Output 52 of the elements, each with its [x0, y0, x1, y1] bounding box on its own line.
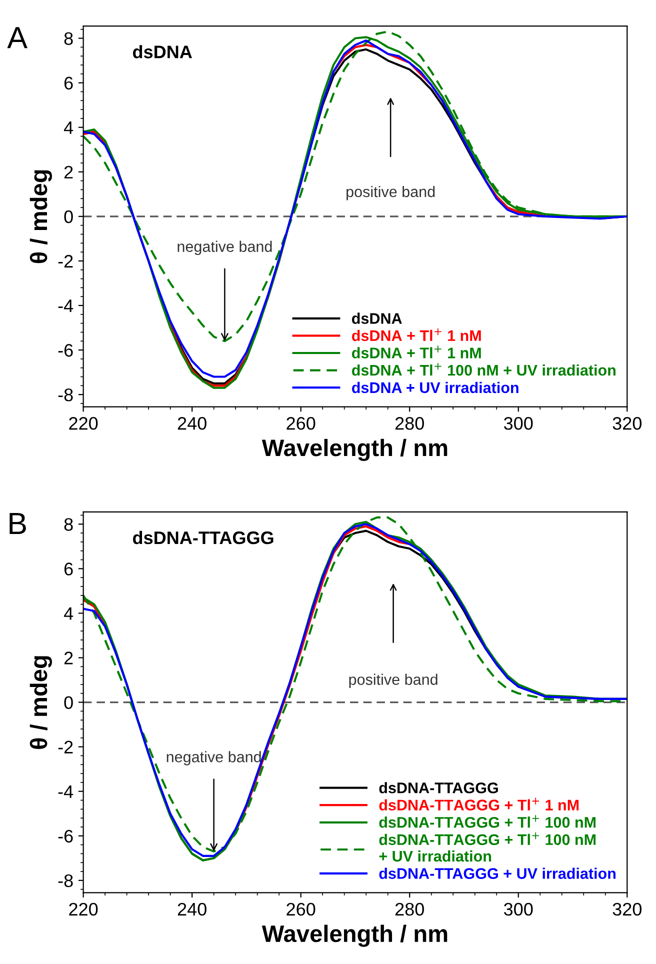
legend-label: dsDNA-TTAGGG + Tl$^{+}$ 1 nM [379, 798, 579, 810]
y-tick-label: 2 [64, 166, 73, 178]
y-tick-label: -8 [58, 874, 73, 888]
x-tick-label: 320 [612, 417, 642, 430]
x-tick-label: 220 [69, 417, 98, 430]
text: dsDNA [133, 45, 192, 58]
x-tick-label: 280 [395, 417, 424, 430]
x-axis-title: Wavelength / nm [262, 438, 448, 462]
legend-label: dsDNA + Tl$^{+}$ 100 nM + UV irradiation [352, 362, 616, 376]
x-tick-label: 220 [69, 902, 98, 916]
y-tick-label: 0 [64, 210, 73, 224]
legend-label: dsDNA-TTAGGG [379, 782, 498, 794]
y-tick-label: 4 [64, 607, 74, 620]
chart-title: A [7, 27, 28, 48]
x-tick-label: 300 [504, 902, 533, 916]
x-tick-label: 300 [504, 417, 533, 430]
y-tick-label: -6 [58, 344, 73, 357]
x-axis-title: Wavelength / nm [262, 924, 448, 947]
text: dsDNA-TTAGGG + Tl$^{+}$ 100 nM + UV irradiation [379, 832, 596, 862]
y-tick-label: 6 [64, 76, 73, 90]
x-tick-label: 260 [286, 902, 316, 916]
y-tick-label: 8 [64, 32, 73, 45]
y-tick-label: 4 [64, 121, 74, 134]
text: dsDNA-TTAGGG [133, 530, 274, 544]
x-tick-label: 240 [178, 417, 206, 430]
y-axis-title: θ / mdeg [30, 656, 52, 749]
y-tick-label: -8 [58, 388, 73, 402]
y-tick-label: 2 [64, 652, 73, 664]
x-tick-label: 280 [395, 902, 424, 916]
y-tick-label: -2 [58, 740, 73, 754]
x-tick-label: 320 [612, 902, 642, 916]
y-tick-label: -4 [58, 785, 74, 798]
legend-label: dsDNA + UV irradiation [352, 382, 518, 394]
x-tick-label: 260 [286, 417, 316, 430]
annotation: positive band [349, 674, 438, 688]
legend-label: dsDNA-TTAGGG + UV irradiation [379, 868, 616, 879]
chart-title: B [10, 513, 26, 534]
y-tick-label: -4 [58, 300, 74, 312]
y-tick-label: -6 [58, 830, 73, 843]
legend-label: dsDNA + Tl$^{+}$ 1 nM [352, 328, 481, 342]
annotation: positive band [346, 186, 435, 200]
y-tick-label: -2 [58, 254, 73, 268]
y-tick-label: 0 [64, 696, 73, 709]
y-tick-label: 6 [64, 562, 73, 576]
x-tick-label: 240 [178, 902, 206, 916]
legend-label: dsDNA [352, 312, 402, 324]
legend-label: dsDNA-TTAGGG + Tl$^{+}$ 100 nM [379, 815, 596, 828]
annotation: negative band [166, 751, 261, 766]
legend-label: dsDNA + Tl$^{+}$ 1 nM [352, 346, 481, 358]
y-tick-label: 8 [64, 518, 73, 531]
annotation: negative band [178, 240, 272, 256]
y-axis-title: θ / mdeg [30, 170, 52, 264]
